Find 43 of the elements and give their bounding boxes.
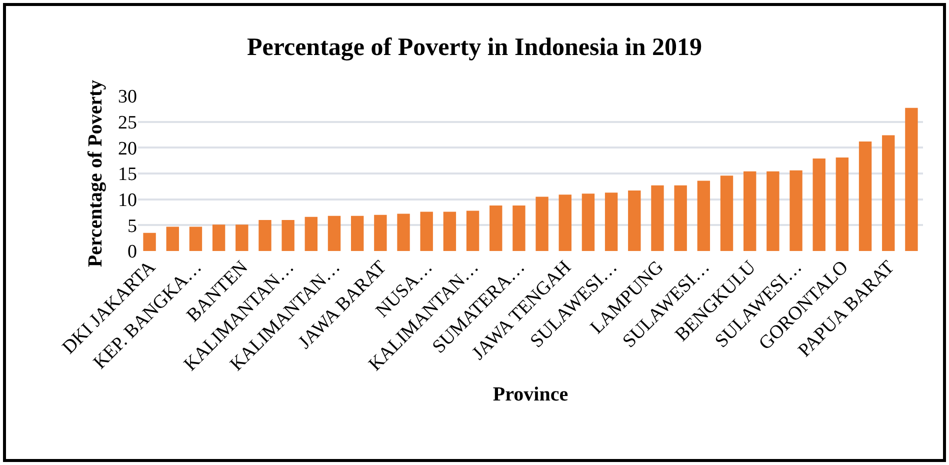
bar — [143, 232, 156, 251]
bar — [466, 210, 480, 251]
x-axis-title: Province — [492, 384, 568, 406]
bar — [512, 206, 526, 251]
bar — [720, 176, 734, 251]
y-tick-label: 10 — [118, 190, 137, 211]
bar — [628, 190, 641, 251]
y-tick-label: 25 — [118, 112, 137, 134]
y-tick-label: 20 — [118, 138, 137, 160]
bar — [536, 196, 548, 251]
y-tick-label: 0 — [128, 242, 137, 263]
bar — [836, 157, 849, 251]
bar — [236, 224, 248, 251]
bar — [766, 171, 780, 251]
bar — [397, 214, 410, 251]
bar — [812, 158, 826, 251]
y-tick-label: 5 — [128, 216, 137, 237]
bar — [282, 220, 294, 251]
bar — [166, 226, 179, 251]
bar — [790, 170, 802, 251]
y-tick-label: 15 — [118, 164, 137, 186]
bar — [374, 214, 387, 251]
bar — [858, 141, 872, 251]
bar — [490, 206, 502, 251]
bar — [697, 180, 710, 251]
bar — [420, 212, 433, 251]
bar — [258, 220, 272, 251]
bar — [189, 226, 202, 251]
bar — [882, 135, 895, 251]
bar — [304, 216, 318, 251]
bar — [582, 194, 595, 251]
bar — [905, 108, 918, 251]
chart-title: Percentage of Poverty in Indonesia in 2019 — [246, 34, 702, 62]
y-tick-label: 30 — [118, 86, 137, 108]
bar — [443, 212, 456, 251]
bar — [328, 216, 341, 251]
bar — [674, 185, 687, 251]
bar — [212, 224, 226, 251]
bar — [743, 171, 756, 251]
bar — [558, 194, 572, 251]
bar — [604, 192, 618, 251]
bar — [651, 185, 664, 251]
bar — [350, 216, 364, 251]
